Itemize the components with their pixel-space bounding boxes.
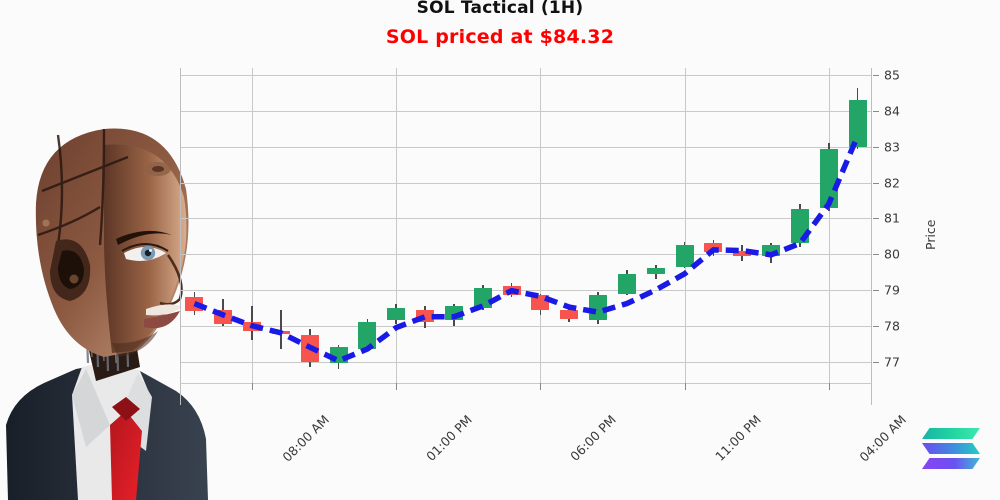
candlestick-body [358, 322, 377, 349]
x-tick-mark [396, 383, 398, 390]
candlestick-body [819, 148, 838, 208]
solana-logo-bar-top [922, 428, 980, 439]
axis-spine [871, 68, 872, 405]
y-tick-mark [873, 110, 879, 112]
y-tick-mark [873, 182, 879, 184]
candlestick-body [790, 209, 809, 244]
candlestick-body [848, 99, 867, 147]
gridline-horizontal [180, 289, 872, 291]
y-axis-label: Price [923, 219, 938, 251]
gridline-horizontal [180, 325, 872, 327]
x-tick-label: 11:00 PM [711, 412, 764, 464]
candlestick-body [704, 243, 723, 253]
gridline-horizontal [180, 182, 872, 184]
x-tick-label: 01:00 PM [423, 412, 476, 464]
gridline-vertical [684, 68, 686, 383]
gridline-vertical [540, 68, 542, 383]
solana-logo-bar-bottom [922, 458, 980, 469]
candlestick-body [502, 286, 521, 296]
gridline-vertical [828, 68, 830, 383]
x-tick-mark [252, 383, 254, 390]
solana-logo-bar-middle [922, 443, 980, 454]
axis-spine [180, 383, 872, 384]
plot-area [180, 68, 872, 405]
y-tick-mark [873, 289, 879, 291]
candlestick-body [185, 297, 204, 312]
candlestick-body [589, 295, 608, 321]
candlestick-body [416, 309, 435, 323]
gridline-horizontal [180, 110, 872, 112]
y-tick-label: 80 [884, 246, 900, 262]
candlestick-body [617, 273, 636, 294]
y-tick-label: 84 [884, 103, 900, 119]
solana-logo [922, 428, 984, 476]
x-tick-label: 08:00 AM [279, 412, 333, 465]
candlestick-body [531, 295, 550, 310]
y-tick-mark [873, 146, 879, 148]
android-analyst-portrait [6, 128, 208, 500]
y-tick-label: 78 [884, 318, 900, 334]
gridline-horizontal [180, 146, 872, 148]
y-tick-mark [873, 254, 879, 256]
gridline-horizontal [180, 218, 872, 220]
x-tick-mark [828, 383, 830, 390]
y-tick-label: 83 [884, 139, 900, 155]
x-tick-label: 04:00 AM [856, 412, 909, 465]
candlestick-body [762, 245, 781, 256]
candlestick-body [733, 250, 752, 256]
candlestick-body [646, 268, 665, 274]
candlestick-body [387, 307, 406, 321]
chart-subtitle: SOL priced at $84.32 [385, 26, 615, 48]
y-tick-label: 79 [884, 282, 900, 298]
y-tick-label: 77 [884, 354, 900, 370]
candlestick-body [473, 288, 492, 308]
y-tick-label: 82 [884, 175, 900, 191]
y-tick-mark [873, 75, 879, 77]
candlestick-body [300, 334, 319, 362]
gridline-horizontal [180, 361, 872, 363]
y-tick-label: 81 [884, 210, 900, 226]
chart-title: SOL Tactical (1H) [416, 0, 584, 18]
candlestick-body [243, 322, 262, 332]
x-tick-label: 06:00 PM [567, 412, 620, 464]
gridline-vertical [396, 68, 398, 383]
gridline-horizontal [180, 75, 872, 77]
candlestick-body [444, 306, 463, 321]
x-tick-mark [540, 383, 542, 390]
candle-wick [280, 309, 282, 349]
y-tick-mark [873, 325, 879, 327]
candlestick-body [675, 245, 694, 267]
candlestick-body [329, 347, 348, 364]
x-tick-mark [684, 383, 686, 390]
y-tick-mark [873, 361, 879, 363]
candlestick-body [214, 309, 233, 324]
axis-spine [180, 68, 181, 405]
y-tick-label: 85 [884, 67, 900, 83]
candlestick-body [271, 331, 290, 335]
y-tick-mark [873, 218, 879, 220]
candlestick-body [560, 309, 579, 319]
